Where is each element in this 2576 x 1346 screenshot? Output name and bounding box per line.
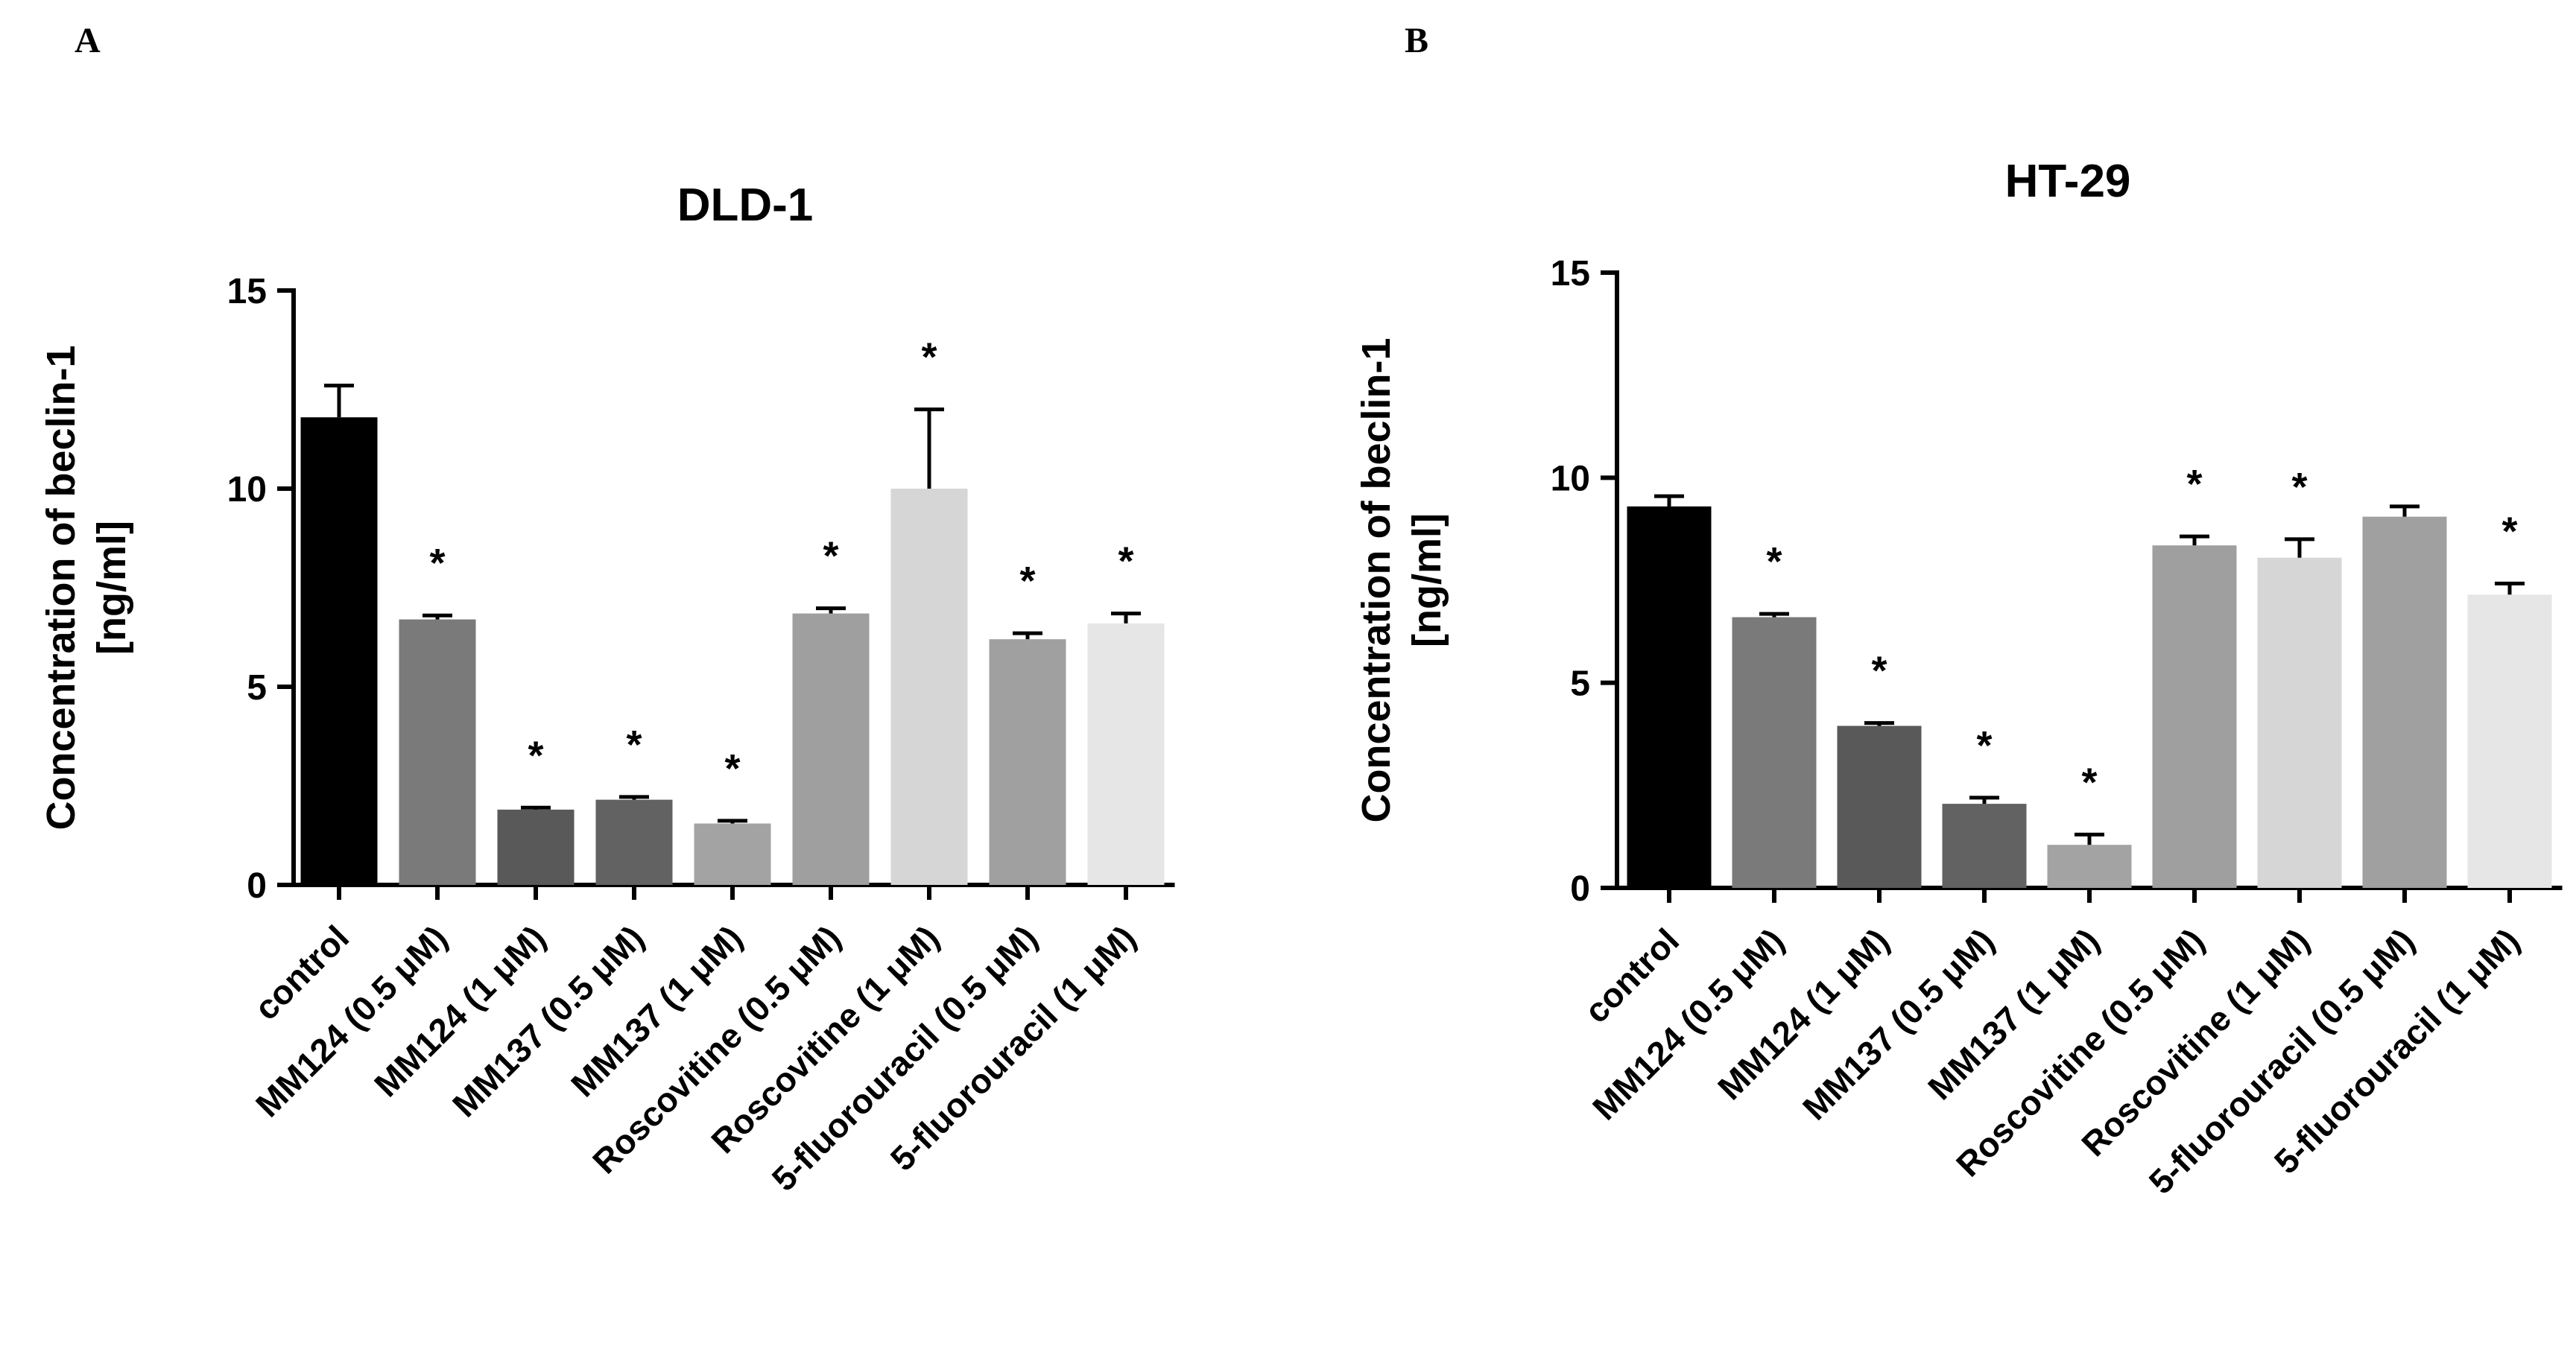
significance-mark: * — [2501, 509, 2517, 553]
bar — [1087, 623, 1165, 885]
y-axis-unit: [ng/ml] — [1405, 513, 1449, 647]
y-tick-label: 10 — [227, 470, 267, 509]
y-axis-unit: [ng/ml] — [89, 521, 134, 655]
y-tick-label: 10 — [1551, 459, 1590, 498]
x-tick-label: MM137 (1 μM) — [563, 918, 750, 1104]
bar — [1732, 617, 1817, 888]
panel-a: A DLD-1 0 5 10 15 Concentration of beclin-1[… — [39, 21, 1175, 1199]
significance-mark: * — [2081, 760, 2097, 804]
significance-mark: * — [2291, 465, 2307, 509]
significance-mark: * — [626, 723, 642, 767]
significance-mark: * — [1766, 539, 1782, 584]
bar — [792, 613, 870, 885]
y-tick-label: 5 — [247, 668, 267, 708]
significance-mark: * — [1976, 723, 1992, 768]
significance-mark: * — [921, 335, 937, 380]
significance-mark: * — [724, 746, 740, 791]
chart-title: HT-29 — [2005, 156, 2131, 207]
significance-mark: * — [1019, 559, 1035, 603]
x-tick-label: MM137 (0.5 μM) — [1795, 921, 2001, 1127]
y-tick-label: 0 — [247, 866, 267, 906]
bar — [694, 823, 771, 885]
x-tick-label: MM124 (1 μM) — [367, 918, 553, 1104]
bar — [2257, 557, 2342, 888]
y-tick-label: 15 — [227, 272, 267, 311]
bar — [1942, 804, 2027, 888]
bar — [989, 639, 1066, 885]
bar — [2467, 594, 2552, 888]
bar — [2047, 845, 2132, 888]
y-tick-label: 5 — [1570, 664, 1590, 704]
y-tick-label: 0 — [1570, 869, 1590, 909]
panel-letter: A — [75, 21, 101, 60]
chart-title: DLD-1 — [677, 180, 814, 231]
x-tick-label: MM124 (0.5 μM) — [1585, 921, 1791, 1127]
significance-mark: * — [2186, 462, 2202, 507]
y-axis-title: Concentration of beclin-1 — [39, 345, 83, 830]
bar — [1837, 726, 1922, 888]
significance-mark: * — [823, 534, 838, 579]
y-tick-label: 15 — [1551, 254, 1590, 293]
bar — [595, 799, 673, 885]
bar — [2362, 516, 2447, 888]
significance-mark: * — [1118, 539, 1133, 584]
significance-mark: * — [528, 733, 543, 778]
bar — [890, 489, 968, 885]
bar — [1627, 506, 1712, 888]
significance-mark: * — [1871, 649, 1887, 693]
bar — [300, 417, 378, 885]
bar — [399, 619, 476, 885]
significance-mark: * — [429, 541, 445, 585]
bar — [2152, 545, 2237, 888]
panel-letter: B — [1405, 21, 1428, 60]
panel-b: B HT-29 0 5 10 15 Concentration of beclin-1[… — [1354, 21, 2563, 1201]
y-axis-title: Concentration of beclin-1 — [1354, 337, 1399, 822]
bar — [497, 809, 575, 885]
